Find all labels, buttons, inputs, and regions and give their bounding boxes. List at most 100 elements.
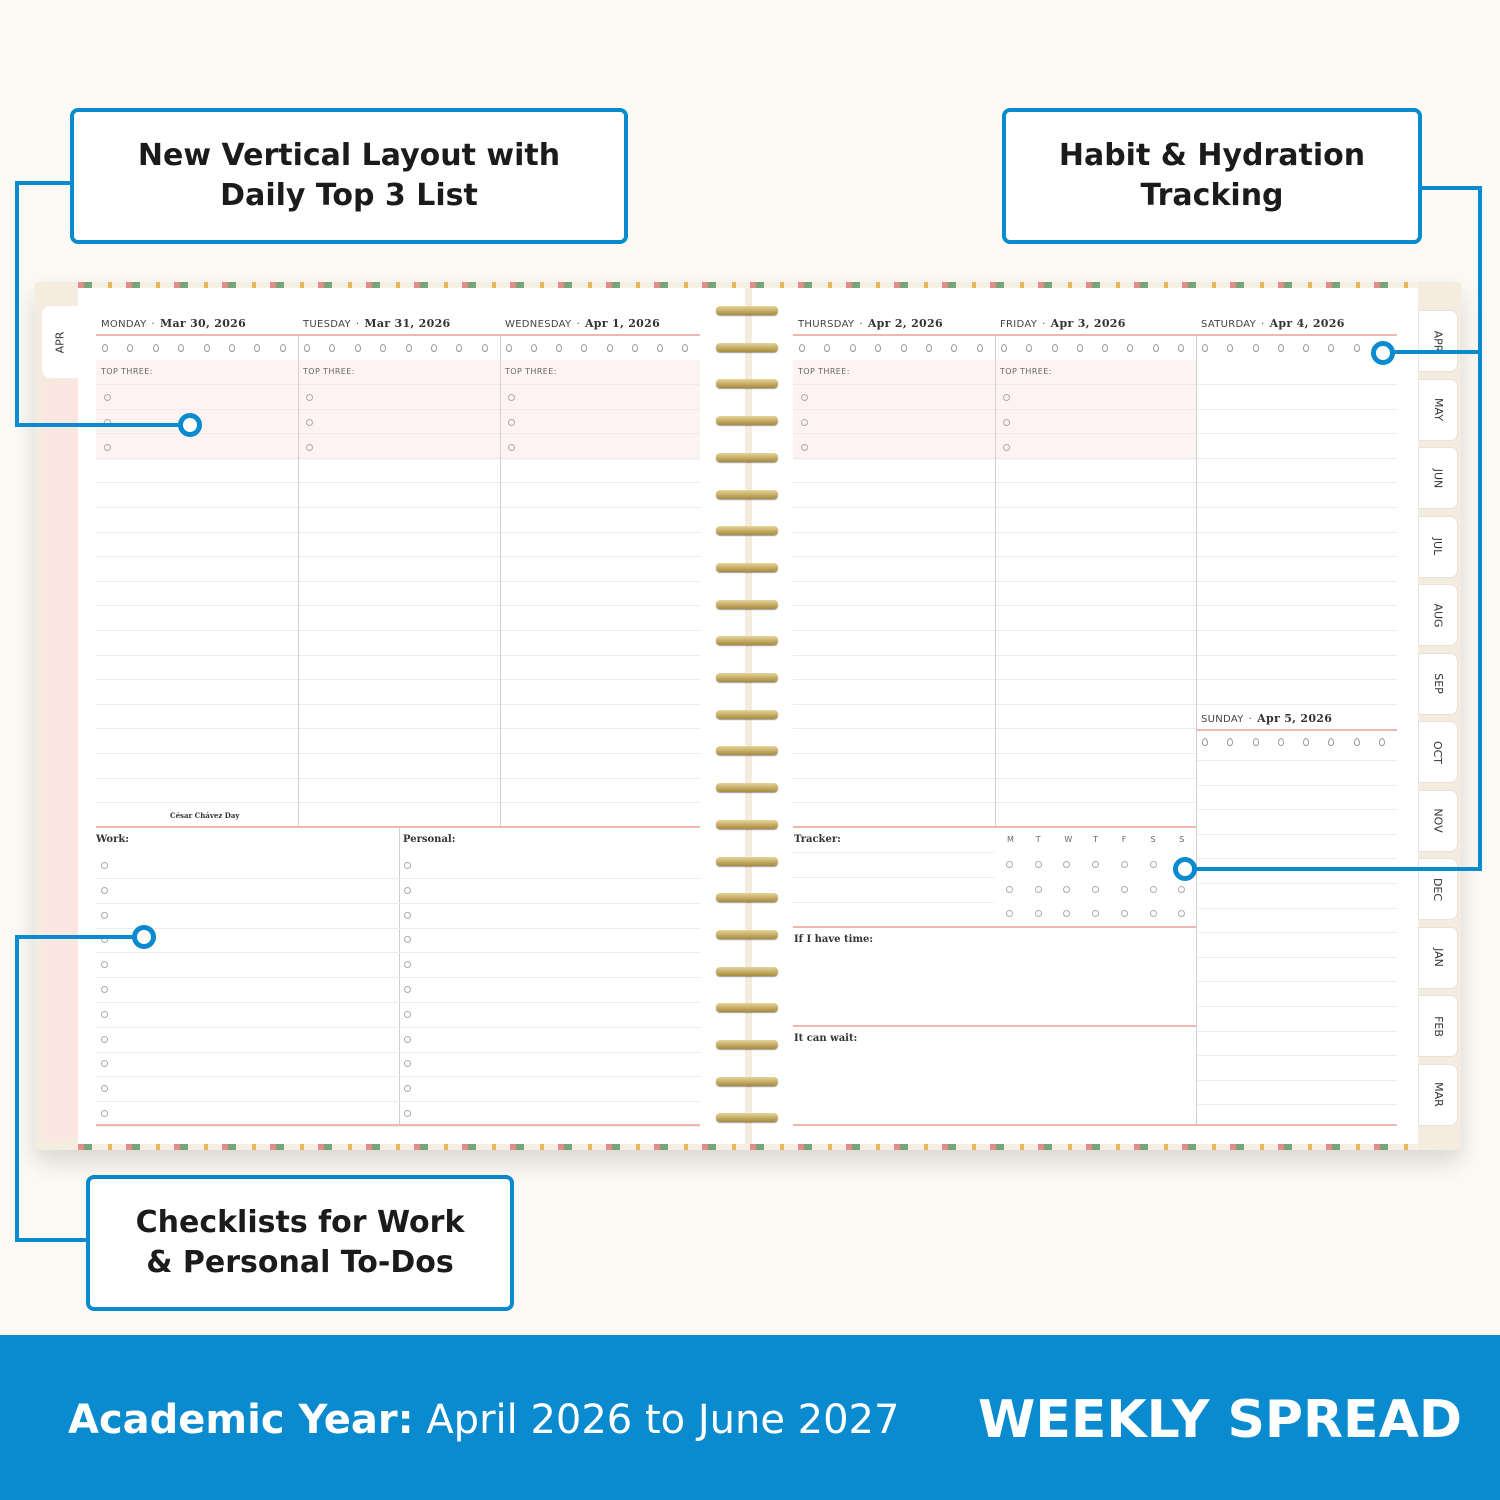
month-tab-aug[interactable]: AUG bbox=[1418, 584, 1458, 646]
water-drop-icon[interactable] bbox=[556, 344, 563, 352]
water-drop-icon[interactable] bbox=[152, 344, 159, 352]
apr-tab-left[interactable]: APR bbox=[42, 306, 78, 378]
tracker-checkbox[interactable] bbox=[1034, 910, 1042, 917]
checkbox[interactable] bbox=[1003, 394, 1010, 401]
water-drop-icon[interactable] bbox=[229, 344, 236, 352]
water-drop-icon[interactable] bbox=[178, 344, 185, 352]
water-drop-icon[interactable] bbox=[926, 344, 933, 352]
work-checkbox[interactable] bbox=[101, 1085, 108, 1093]
water-drop-icon[interactable] bbox=[1303, 344, 1310, 352]
work-checkbox[interactable] bbox=[101, 862, 108, 869]
tracker-checkbox[interactable] bbox=[1120, 861, 1128, 868]
work-checkbox[interactable] bbox=[101, 886, 108, 894]
work-checkbox[interactable] bbox=[101, 1010, 108, 1018]
water-drop-icon[interactable] bbox=[1353, 738, 1360, 746]
water-drop-icon[interactable] bbox=[1378, 738, 1385, 746]
personal-checkbox[interactable] bbox=[404, 911, 411, 919]
water-drop-icon[interactable] bbox=[799, 344, 805, 352]
work-checkbox[interactable] bbox=[101, 1110, 108, 1117]
water-drop-icon[interactable] bbox=[900, 344, 907, 352]
water-drop-icon[interactable] bbox=[203, 344, 210, 352]
personal-checkbox[interactable] bbox=[404, 986, 411, 993]
water-drop-icon[interactable] bbox=[1303, 738, 1310, 746]
month-tab-nov[interactable]: NOV bbox=[1418, 789, 1458, 852]
tracker-checkbox[interactable] bbox=[1120, 910, 1128, 917]
water-drop-icon[interactable] bbox=[456, 344, 463, 352]
personal-checkbox[interactable] bbox=[404, 961, 411, 969]
water-drop-icon[interactable] bbox=[380, 344, 387, 352]
tracker-checkbox[interactable] bbox=[1092, 885, 1100, 893]
checkbox[interactable] bbox=[1003, 444, 1010, 451]
water-drop-icon[interactable] bbox=[824, 344, 831, 352]
personal-checkbox[interactable] bbox=[404, 886, 411, 894]
water-drop-icon[interactable] bbox=[102, 344, 108, 352]
month-tab-jun[interactable]: JUN bbox=[1418, 447, 1458, 509]
water-drop-icon[interactable] bbox=[606, 344, 613, 352]
personal-checkbox[interactable] bbox=[404, 1085, 411, 1093]
water-drop-icon[interactable] bbox=[304, 344, 310, 352]
water-drop-icon[interactable] bbox=[1277, 738, 1284, 746]
work-checkbox[interactable] bbox=[101, 986, 108, 993]
tracker-checkbox[interactable] bbox=[1120, 885, 1128, 893]
work-checkbox[interactable] bbox=[101, 1060, 108, 1068]
water-drop-icon[interactable] bbox=[1001, 344, 1007, 352]
water-drop-icon[interactable] bbox=[656, 344, 663, 352]
checkbox[interactable] bbox=[508, 444, 515, 451]
checkbox[interactable] bbox=[508, 394, 515, 401]
tracker-checkbox[interactable] bbox=[1034, 885, 1042, 893]
water-drop-icon[interactable] bbox=[1328, 344, 1335, 352]
month-tab-may[interactable]: MAY bbox=[1418, 378, 1458, 441]
water-drop-icon[interactable] bbox=[849, 344, 856, 352]
water-drop-icon[interactable] bbox=[1252, 738, 1259, 746]
water-drop-icon[interactable] bbox=[279, 344, 286, 352]
month-tab-mar[interactable]: MAR bbox=[1418, 1063, 1458, 1126]
water-drop-icon[interactable] bbox=[405, 344, 412, 352]
tracker-checkbox[interactable] bbox=[1034, 861, 1042, 868]
water-drop-icon[interactable] bbox=[1227, 738, 1234, 746]
tracker-checkbox[interactable] bbox=[1149, 910, 1157, 917]
water-drop-icon[interactable] bbox=[1076, 344, 1083, 352]
water-drop-icon[interactable] bbox=[1353, 344, 1360, 352]
tracker-checkbox[interactable] bbox=[1006, 910, 1013, 917]
tracker-checkbox[interactable] bbox=[1178, 885, 1186, 893]
tracker-checkbox[interactable] bbox=[1092, 910, 1100, 917]
water-drop-icon[interactable] bbox=[681, 344, 688, 352]
tracker-checkbox[interactable] bbox=[1006, 885, 1013, 893]
work-checkbox[interactable] bbox=[101, 911, 108, 919]
water-drop-icon[interactable] bbox=[1026, 344, 1033, 352]
tracker-checkbox[interactable] bbox=[1149, 861, 1157, 868]
water-drop-icon[interactable] bbox=[329, 344, 336, 352]
water-drop-icon[interactable] bbox=[431, 344, 438, 352]
checkbox[interactable] bbox=[104, 444, 111, 451]
personal-checkbox[interactable] bbox=[404, 1010, 411, 1018]
checkbox[interactable] bbox=[306, 419, 313, 426]
tracker-checkbox[interactable] bbox=[1006, 861, 1013, 868]
water-drop-icon[interactable] bbox=[1202, 344, 1208, 352]
month-tab-apr[interactable]: APR bbox=[1418, 310, 1458, 372]
checkbox[interactable] bbox=[801, 394, 808, 401]
checkbox[interactable] bbox=[104, 394, 111, 401]
water-drop-icon[interactable] bbox=[481, 344, 488, 352]
tracker-checkbox[interactable] bbox=[1063, 885, 1071, 893]
checkbox[interactable] bbox=[801, 444, 808, 451]
water-drop-icon[interactable] bbox=[506, 344, 512, 352]
water-drop-icon[interactable] bbox=[127, 344, 134, 352]
tracker-checkbox[interactable] bbox=[1178, 910, 1186, 917]
month-tab-jan[interactable]: JAN bbox=[1418, 926, 1458, 989]
month-tab-feb[interactable]: FEB bbox=[1418, 995, 1458, 1057]
tracker-checkbox[interactable] bbox=[1063, 910, 1071, 917]
water-drop-icon[interactable] bbox=[354, 344, 361, 352]
water-drop-icon[interactable] bbox=[1202, 738, 1208, 746]
tracker-checkbox[interactable] bbox=[1063, 861, 1071, 868]
month-tab-jul[interactable]: JUL bbox=[1418, 515, 1458, 578]
water-drop-icon[interactable] bbox=[531, 344, 538, 352]
water-drop-icon[interactable] bbox=[976, 344, 983, 352]
month-tab-oct[interactable]: OCT bbox=[1418, 721, 1458, 783]
personal-checkbox[interactable] bbox=[404, 936, 411, 944]
water-drop-icon[interactable] bbox=[1227, 344, 1234, 352]
checkbox[interactable] bbox=[1003, 419, 1010, 426]
personal-checkbox[interactable] bbox=[404, 862, 411, 869]
checkbox[interactable] bbox=[801, 419, 808, 426]
water-drop-icon[interactable] bbox=[1252, 344, 1259, 352]
water-drop-icon[interactable] bbox=[1328, 738, 1335, 746]
